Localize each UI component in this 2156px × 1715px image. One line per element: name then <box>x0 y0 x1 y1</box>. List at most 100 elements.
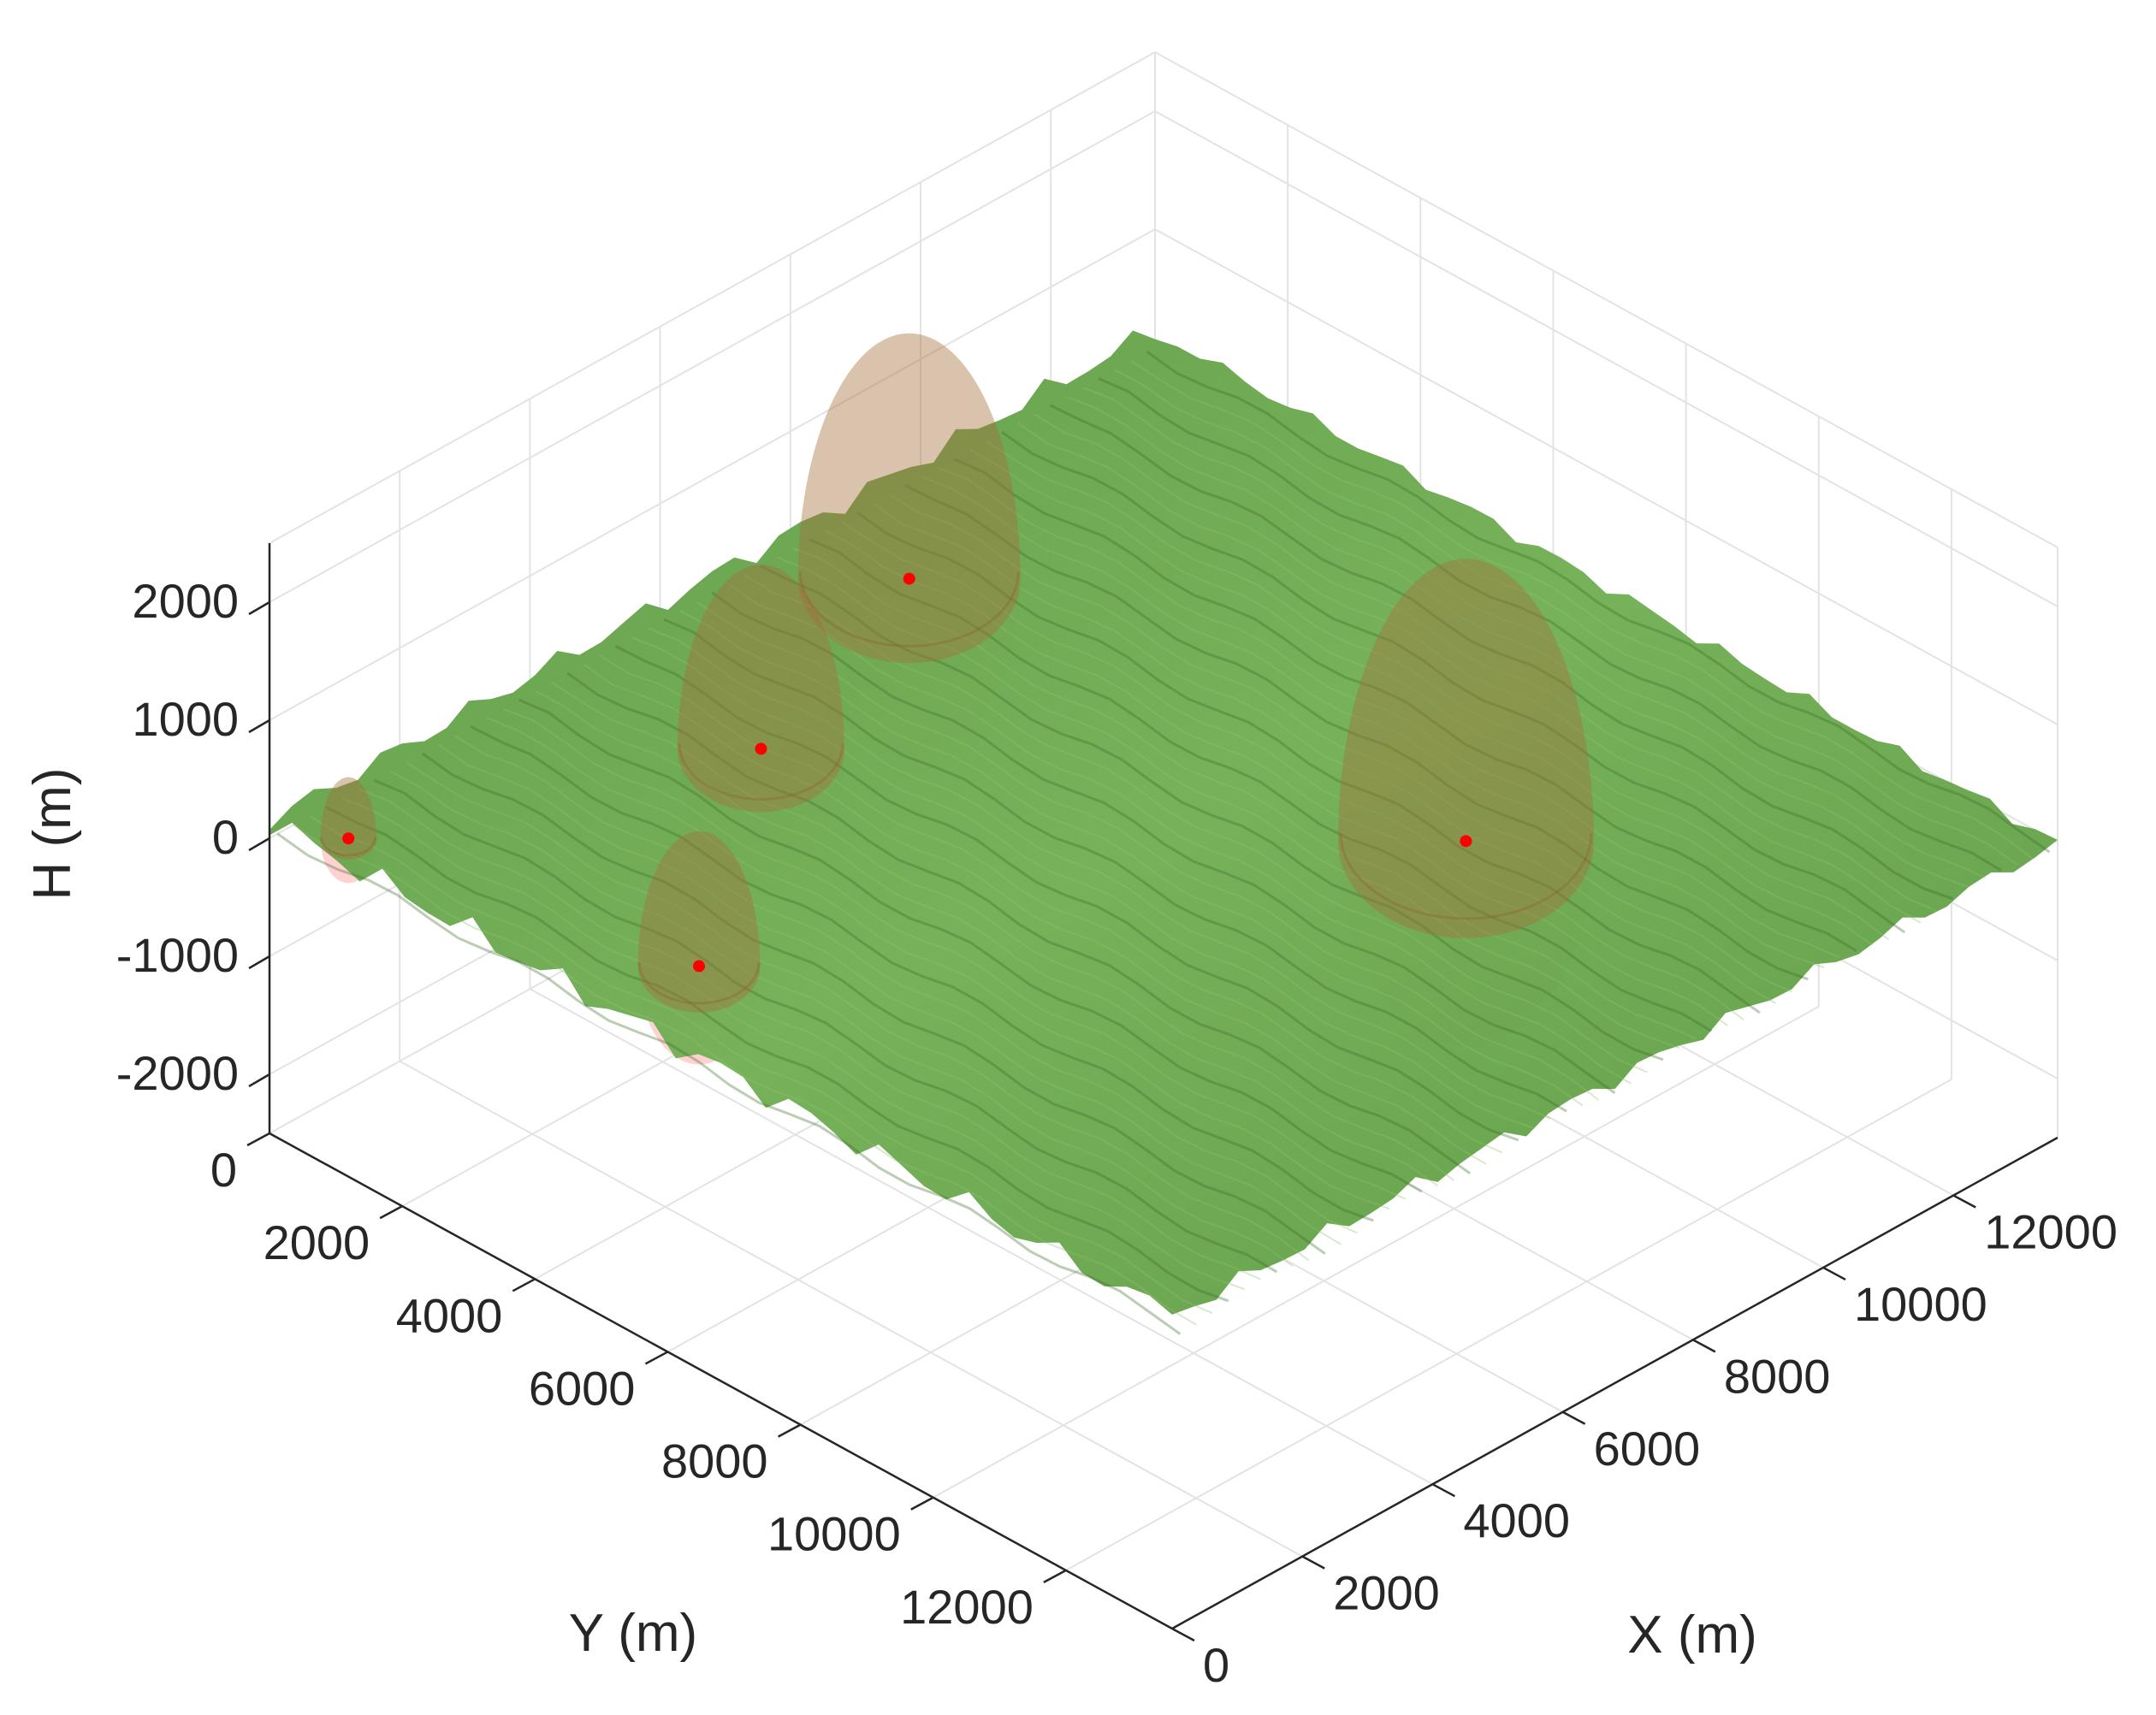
grid-line <box>1154 228 2058 725</box>
terrain-ridge <box>663 618 1567 1113</box>
x-tick-label: 8000 <box>1724 1349 1831 1403</box>
terrain-ridge <box>873 502 1777 1004</box>
target-marker-3 <box>755 742 767 755</box>
z-tick <box>248 600 270 616</box>
terrain-ridge <box>486 717 1390 1210</box>
terrain-ridge <box>696 600 1600 1101</box>
terrain-ridge <box>743 574 1648 1073</box>
terrain-ridge <box>1001 430 1906 934</box>
x-tick <box>1692 1339 1716 1353</box>
z-tick-label: 1000 <box>132 692 239 746</box>
terrain-ridge <box>711 591 1616 1095</box>
x-tick <box>1431 1483 1456 1498</box>
x-axis-title: X (m) <box>1627 1606 1757 1665</box>
terrain-ridge <box>840 520 1744 1021</box>
terrain-ridge <box>647 627 1551 1120</box>
z-tick-label: 2000 <box>132 574 239 628</box>
terrain-ridge <box>1146 350 2051 854</box>
grid-line <box>1154 110 2058 607</box>
sphere-rim-3 <box>678 743 844 801</box>
sphere-upper-2 <box>797 333 1021 664</box>
terrain-ridge <box>808 538 1713 1032</box>
y-tick-label: 2000 <box>264 1215 370 1269</box>
terrain-ridge <box>985 440 1890 941</box>
grid-edge <box>1154 51 2058 548</box>
grid-line <box>399 1060 1303 1558</box>
z-tick-label: -1000 <box>116 928 239 982</box>
terrain-ridge <box>856 511 1761 1014</box>
terrain-ridge <box>453 735 1358 1234</box>
terrain-ridge <box>921 476 1825 969</box>
x-tick-label: 4000 <box>1463 1493 1570 1547</box>
terrain-ridge <box>1098 377 2002 872</box>
terrain-ridge <box>373 778 1278 1274</box>
terrain-ridge <box>502 707 1407 1200</box>
z-tick <box>248 719 270 734</box>
terrain-ridge <box>309 815 1213 1315</box>
y-tick <box>379 1205 403 1220</box>
terrain-ridge <box>358 788 1261 1280</box>
axes: -2000 -1000 0 1000 2000 0 2000 4000 6000 8000 1000… <box>116 543 2118 1692</box>
y-tick-label: 12000 <box>900 1580 1034 1634</box>
terrain-ridge <box>599 654 1503 1154</box>
terrain-ridge <box>1114 369 2018 866</box>
y-tick-label: 4000 <box>396 1288 503 1342</box>
y-tick-label: 0 <box>210 1143 237 1197</box>
sphere-upper-3 <box>677 565 844 813</box>
target-marker-2 <box>903 572 915 585</box>
target-marker-4 <box>693 960 706 973</box>
terrain-ridge <box>470 725 1374 1222</box>
y-tick <box>644 1351 669 1365</box>
sphere-upper-1 <box>1337 559 1594 938</box>
terrain-ridge <box>776 556 1680 1050</box>
y-tick <box>512 1278 536 1292</box>
terrain-ridge <box>953 458 1857 952</box>
y-tick-label: 10000 <box>767 1507 901 1561</box>
terrain-ridge <box>293 824 1197 1326</box>
sphere-rim-4 <box>637 962 761 1005</box>
grid-line <box>269 228 1156 721</box>
terrain-ridge <box>341 797 1246 1291</box>
terrain-ridge <box>792 547 1696 1039</box>
sphere-rim-2 <box>798 571 1020 648</box>
terrain-ridge <box>325 806 1229 1303</box>
terrain-ridge <box>583 663 1487 1165</box>
terrain-ridge <box>904 484 1809 981</box>
terrain-ridge <box>421 752 1326 1255</box>
terrain-ridge <box>1066 395 1969 889</box>
y-tick-label: 8000 <box>661 1434 768 1488</box>
x-tick-label: 12000 <box>1984 1205 2118 1259</box>
x-tick-label: 6000 <box>1594 1422 1701 1475</box>
y-tick-label: 6000 <box>529 1361 636 1415</box>
terrain-ridge <box>550 681 1454 1181</box>
x-tick <box>1301 1555 1325 1570</box>
y-tick <box>910 1496 934 1511</box>
x-axis-line <box>1171 1136 2058 1630</box>
x-tick <box>1822 1266 1846 1281</box>
z-tick <box>248 837 270 852</box>
x-tick-label: 10000 <box>1854 1277 1987 1331</box>
terrain-ridge <box>535 689 1439 1187</box>
terrain-ridge <box>679 609 1584 1107</box>
terrain-fill <box>270 330 2058 1315</box>
x-tick-label: 0 <box>1203 1638 1229 1692</box>
target-markers <box>342 572 1472 973</box>
y-tick <box>1043 1569 1067 1583</box>
sphere-upper-4 <box>637 831 761 1013</box>
terrain-ridge <box>406 761 1310 1262</box>
x-tick <box>1952 1194 1976 1209</box>
y-axis-title: Y (m) <box>569 1604 697 1663</box>
grid-line <box>529 988 1433 1486</box>
x-tick-label: 2000 <box>1333 1566 1440 1620</box>
x-tick <box>1171 1627 1195 1642</box>
target-marker-1 <box>1460 835 1472 848</box>
z-tick-label: 0 <box>212 810 239 864</box>
z-tick <box>248 955 270 970</box>
grid-line <box>269 110 1156 603</box>
terrain-ridge <box>614 645 1519 1142</box>
terrain-ridge <box>969 449 1874 946</box>
sphere-rim-5 <box>319 837 377 857</box>
terrain-ridge <box>1050 404 1954 901</box>
terrain-ridge <box>1130 359 2035 860</box>
terrain-surface <box>270 330 2058 1335</box>
